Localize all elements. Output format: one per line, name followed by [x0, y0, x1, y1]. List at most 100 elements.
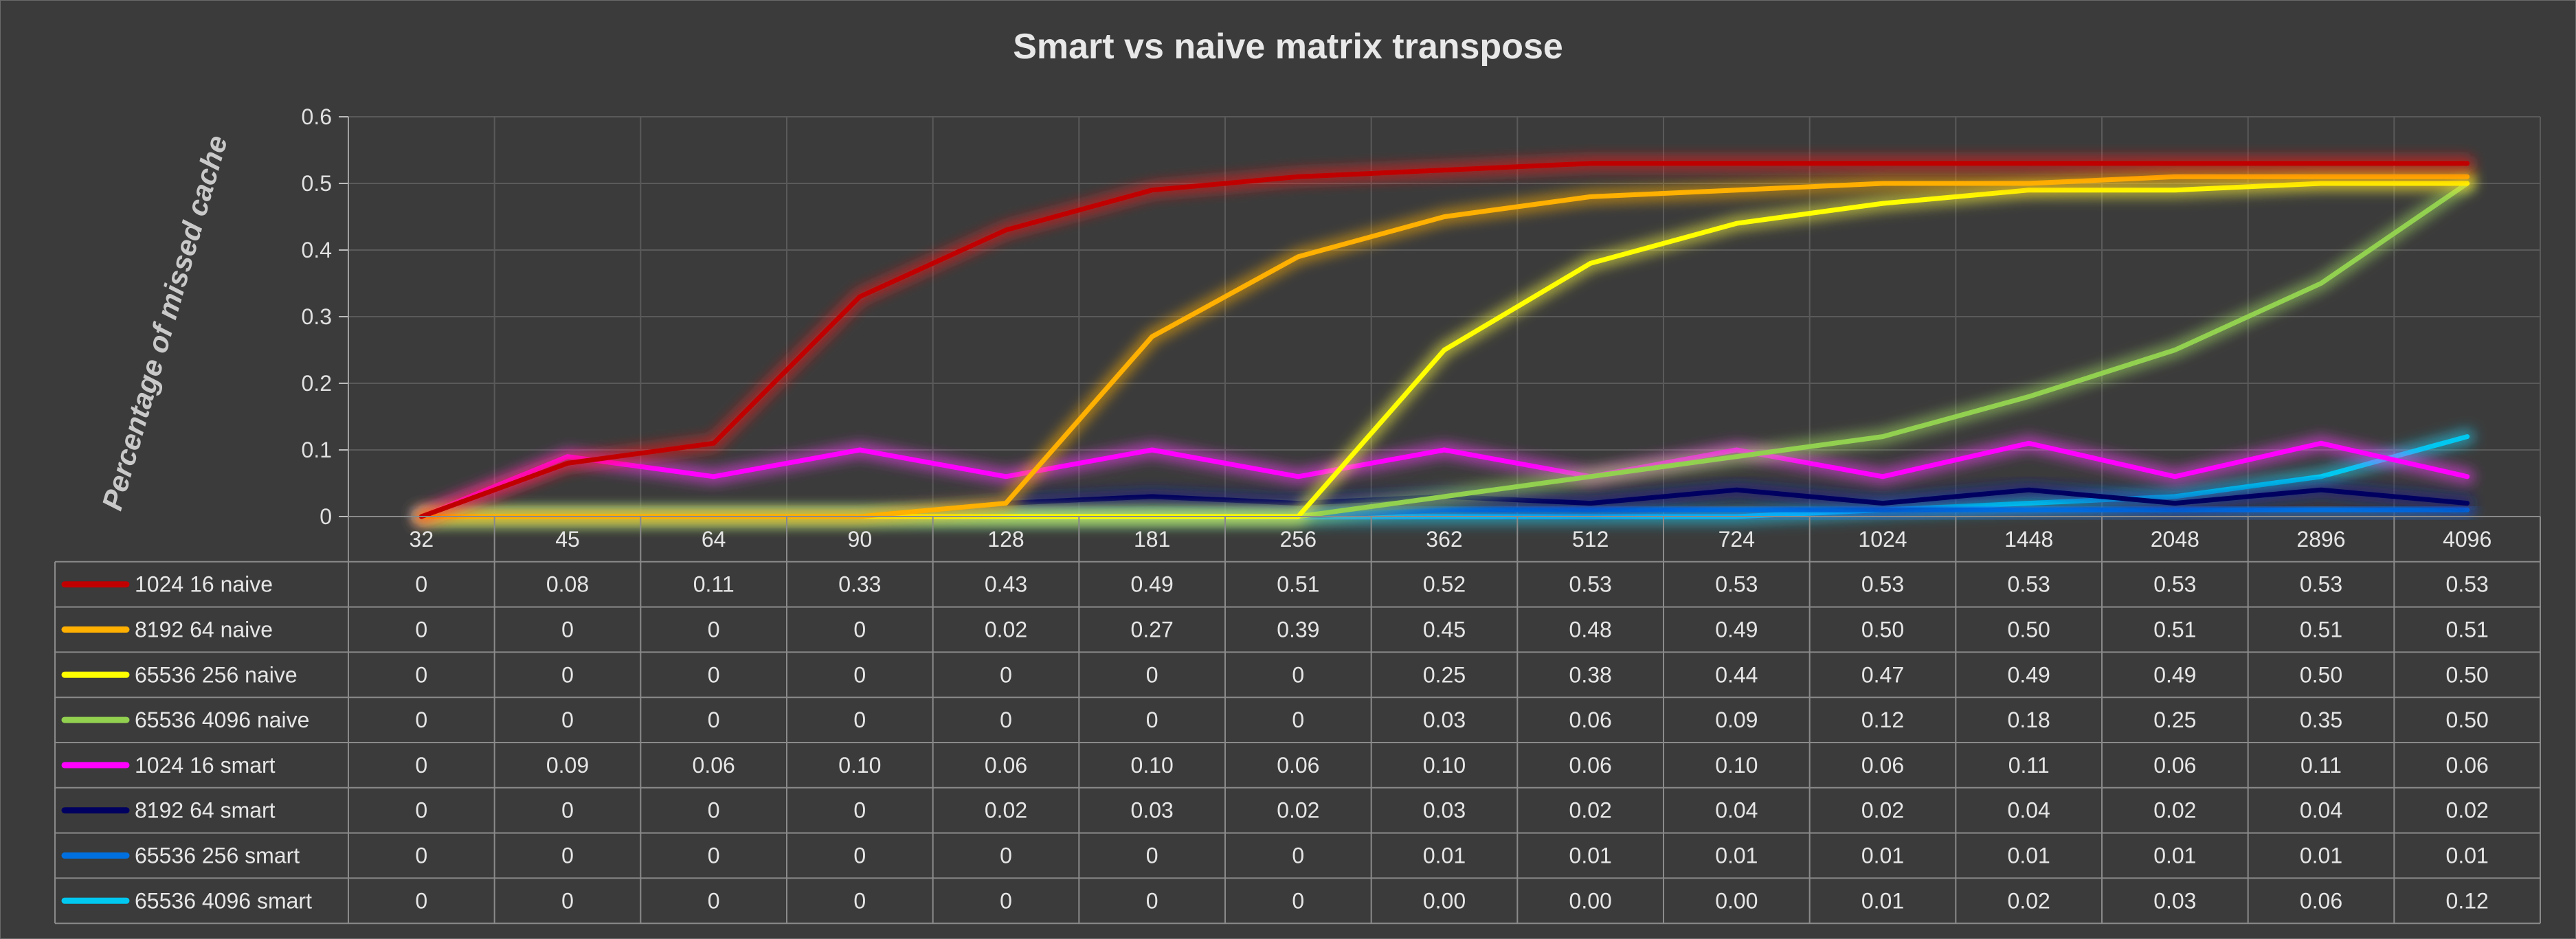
x-category-label: 181 [1134, 527, 1170, 552]
table-cell: 0 [415, 798, 427, 823]
table-cell: 0.10 [1131, 753, 1174, 778]
table-cell: 0.03 [1423, 798, 1466, 823]
y-tick-label: 0.6 [302, 104, 332, 129]
table-cell: 0.50 [2446, 662, 2489, 687]
table-cell: 0 [561, 844, 574, 868]
table-cell: 0.18 [2008, 708, 2050, 732]
table-cell: 0.06 [2300, 888, 2342, 913]
x-category-label: 724 [1718, 527, 1755, 552]
table-cell: 0.01 [2153, 844, 2196, 868]
table-cell: 0.10 [1715, 753, 1758, 778]
table-cell: 0.53 [1715, 572, 1758, 597]
table-cell: 0.53 [2300, 572, 2342, 597]
table-cell: 0 [415, 662, 427, 687]
table-cell: 0 [853, 708, 866, 732]
table-cell: 0.00 [1423, 888, 1466, 913]
table-cell: 0.01 [1861, 888, 1904, 913]
table-cell: 0 [708, 844, 720, 868]
table-cell: 0.27 [1131, 618, 1174, 642]
table-cell: 0.50 [2446, 708, 2489, 732]
table-cell: 0 [415, 618, 427, 642]
table-cell: 0.35 [2300, 708, 2342, 732]
table-cell: 0.02 [2446, 798, 2489, 823]
table-cell: 0 [1146, 708, 1158, 732]
table-cell: 0 [853, 798, 866, 823]
table-cell: 0 [853, 662, 866, 687]
table-cell: 0.49 [1715, 618, 1758, 642]
table-cell: 0 [561, 888, 574, 913]
table-cell: 0 [415, 753, 427, 778]
x-category-label: 128 [987, 527, 1024, 552]
chart-title: Smart vs naive matrix transpose [1013, 27, 1563, 67]
table-cell: 0.01 [1423, 844, 1466, 868]
x-category-label: 32 [410, 527, 434, 552]
table-cell: 0 [561, 708, 574, 732]
table-cell: 0 [1146, 844, 1158, 868]
x-category-label: 1448 [2004, 527, 2053, 552]
table-cell: 0.04 [1715, 798, 1758, 823]
table-cell: 0.08 [546, 572, 589, 597]
table-cell: 0.06 [985, 753, 1027, 778]
table-cell: 0.53 [1861, 572, 1904, 597]
table-cell: 0.53 [2446, 572, 2489, 597]
table-cell: 0.06 [2446, 753, 2489, 778]
x-category-label: 1024 [1858, 527, 1907, 552]
table-cell: 0.51 [2153, 618, 2196, 642]
table-cell: 0.50 [1861, 618, 1904, 642]
table-cell: 0 [415, 844, 427, 868]
table-cell: 0.01 [2446, 844, 2489, 868]
table-cell: 0.01 [1861, 844, 1904, 868]
table-cell: 0.09 [546, 753, 589, 778]
table-cell: 0.06 [1277, 753, 1319, 778]
table-cell: 0.25 [2153, 708, 2196, 732]
table-cell: 0.03 [1423, 708, 1466, 732]
legend-label: 65536 256 naive [135, 662, 298, 687]
table-cell: 0 [561, 662, 574, 687]
table-cell: 0 [853, 844, 866, 868]
table-cell: 0.43 [985, 572, 1027, 597]
table-cell: 0.01 [1715, 844, 1758, 868]
table-cell: 0.01 [2008, 844, 2050, 868]
table-cell: 0.02 [2008, 888, 2050, 913]
table-cell: 0.06 [1861, 753, 1904, 778]
series-lines [414, 155, 2475, 524]
y-tick-label: 0 [320, 504, 332, 529]
legend-label: 8192 64 naive [135, 618, 273, 642]
y-tick-labels: 0 0.1 0.2 0.3 0.4 0.5 0.6 [302, 104, 332, 529]
table-cell: 0.02 [2153, 798, 2196, 823]
table-cell: 0.53 [2153, 572, 2196, 597]
table-cell: 0.49 [1131, 572, 1174, 597]
table-cell: 0.06 [1569, 753, 1612, 778]
table-cell: 0.50 [2300, 662, 2342, 687]
table-cell: 0.50 [2008, 618, 2050, 642]
table-cell: 0 [1146, 888, 1158, 913]
table-cell: 0.33 [838, 572, 881, 597]
x-category-label: 2048 [2151, 527, 2199, 552]
table-cell: 0 [853, 888, 866, 913]
x-category-label: 256 [1280, 527, 1317, 552]
table-cell: 0.04 [2300, 798, 2342, 823]
table-cell: 0.11 [2300, 753, 2342, 778]
series-line [418, 440, 2470, 519]
table-cell: 0 [561, 798, 574, 823]
data-table: 32 45 64 90 128 181 256 362 512 724 1024 1448 2048 28… [54, 516, 2541, 925]
table-cell: 0 [415, 708, 427, 732]
table-cell: 0 [1000, 708, 1012, 732]
table-cell: 0 [708, 662, 720, 687]
table-cell: 0 [853, 618, 866, 642]
table-cell: 0.03 [2153, 888, 2196, 913]
table-cell: 0.06 [2153, 753, 2196, 778]
table-cell: 0.01 [1569, 844, 1612, 868]
y-tick-label: 0.3 [302, 304, 332, 329]
table-cell: 0.49 [2153, 662, 2196, 687]
table-cell: 0.03 [1131, 798, 1174, 823]
y-tick-label: 0.1 [302, 438, 332, 462]
y-tick-label: 0.5 [302, 171, 332, 196]
table-cell: 0.38 [1569, 662, 1612, 687]
table-cell: 0.48 [1569, 618, 1612, 642]
table-cell: 0.10 [1423, 753, 1466, 778]
table-cell: 0.02 [985, 798, 1027, 823]
x-category-label: 45 [555, 527, 580, 552]
table-cell: 0 [415, 572, 427, 597]
